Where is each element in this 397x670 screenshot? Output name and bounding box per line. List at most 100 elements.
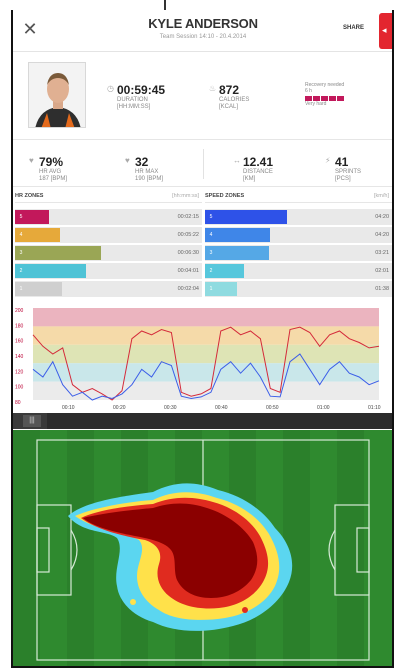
- zone-time: 00:04:01: [177, 268, 199, 274]
- hr-avg-stat: ♥ 79% HR AVG 187 [BPM]: [29, 155, 68, 183]
- duration-stat: ◷ 00:59:45 DURATION [HH:MM:SS]: [107, 83, 166, 111]
- zone-number: 2: [19, 268, 23, 274]
- sprints-value: 41: [335, 155, 349, 169]
- zone-row: 4 00:05:22: [15, 227, 202, 243]
- recovery-level-indicator: [305, 96, 344, 101]
- timeline-menu-button[interactable]: |||: [23, 415, 41, 427]
- sprints-unit: [PCS]: [335, 176, 351, 182]
- profile-section: ◷ 00:59:45 DURATION [HH:MM:SS] ♨ 872 CAL…: [13, 53, 392, 140]
- flame-icon: ♨: [209, 84, 217, 93]
- zones-section: HR ZONES [hh:mm:ss] SPEED ZONES [km/h] 5…: [13, 190, 392, 300]
- recovery-label: Recovery needed: [305, 82, 345, 88]
- recovery-dot: [305, 96, 312, 101]
- player-name: KYLE ANDERSON: [148, 16, 258, 31]
- hr-max-stat: ♥ 32 HR MAX 190 [BPM]: [125, 155, 164, 183]
- top-connector-line: [164, 0, 166, 12]
- zone-row: 1 00:02:04: [15, 281, 202, 297]
- zone-number: 5: [209, 214, 213, 220]
- hr-max-unit: 190 [BPM]: [135, 176, 164, 182]
- x-tick-label: 00:10: [62, 405, 75, 411]
- divider: [203, 149, 204, 179]
- zone-number: 3: [209, 250, 213, 256]
- zone-bar: [205, 282, 237, 296]
- zone-time: 01:38: [375, 286, 389, 292]
- hr-avg-label: HR AVG: [39, 169, 62, 175]
- hr-zone-band: [33, 308, 379, 327]
- zone-number: 4: [209, 232, 213, 238]
- heart-rate-chart: 200 180 160 140 120 100 80 00:10 00:20 00:30 00:40…: [13, 302, 392, 414]
- player-photo: [29, 63, 85, 127]
- stats-row: ♥ 79% HR AVG 187 [BPM] ♥ 32 HR MAX 190 […: [13, 141, 392, 187]
- distance-label: DISTANCE: [243, 169, 273, 175]
- zone-time: 04:20: [375, 232, 389, 238]
- zone-time: 00:02:15: [177, 214, 199, 220]
- recovery-stat: Recovery needed 6 h Very hard: [305, 82, 344, 107]
- sprints-label: SPRINTS: [335, 169, 362, 175]
- zone-time: 04:20: [375, 214, 389, 220]
- zone-row: 4 04:20: [205, 227, 392, 243]
- recovery-dot: [329, 96, 336, 101]
- zone-row: 3 00:06:30: [15, 245, 202, 261]
- y-tick-label: 100: [15, 385, 24, 391]
- x-tick-label: 00:30: [164, 405, 177, 411]
- x-tick-label: 01:10: [368, 405, 381, 411]
- recovery-level-text: Very hard: [305, 101, 327, 107]
- speed-zones-title: SPEED ZONES: [205, 193, 245, 199]
- hr-avg-unit: 187 [BPM]: [39, 176, 68, 182]
- hr-zone-band: [33, 344, 379, 364]
- hr-avg-value: 79%: [39, 155, 64, 169]
- speed-zones-header: SPEED ZONES [km/h]: [205, 190, 392, 203]
- y-tick-label: 140: [15, 354, 24, 360]
- y-tick-label: 80: [15, 400, 21, 406]
- recovery-dot: [337, 96, 344, 101]
- hr-zone-band: [33, 326, 379, 345]
- y-tick-label: 200: [15, 308, 24, 314]
- zone-bar: [205, 228, 271, 242]
- distance-stat: ↔ 12.41 DISTANCE [KM]: [233, 155, 274, 183]
- timeline-scrubber[interactable]: [47, 413, 392, 429]
- calories-stat: ♨ 872 CALORIES [KCAL]: [209, 83, 250, 111]
- duration-label: DURATION: [117, 97, 148, 103]
- zone-bar: [15, 210, 49, 224]
- series-line: [32, 353, 380, 401]
- hr-zones-header: HR ZONES [hh:mm:ss]: [15, 190, 202, 203]
- calories-unit: [KCAL]: [219, 104, 239, 110]
- y-tick-label: 160: [15, 339, 24, 345]
- hr-speed-line-chart: 200 180 160 140 120 100 80 00:10 00:20 00:30 00:40…: [15, 308, 381, 411]
- header: ✕ KYLE ANDERSON Team Session 14:10 - 20.…: [13, 10, 392, 52]
- zone-time: 00:06:30: [177, 250, 199, 256]
- duration-unit: [HH:MM:SS]: [117, 104, 151, 110]
- zone-bar: [15, 246, 102, 260]
- zone-time: 00:05:22: [177, 232, 199, 238]
- zone-bar: [205, 210, 288, 224]
- recovery-dot: [321, 96, 328, 101]
- zone-number: 4: [19, 232, 23, 238]
- calories-value: 872: [219, 83, 240, 97]
- player-session-panel: ✕ KYLE ANDERSON Team Session 14:10 - 20.…: [11, 10, 394, 668]
- clock-icon: ◷: [107, 84, 114, 93]
- tab-icon: ◂: [382, 25, 387, 35]
- zone-bar: [15, 228, 60, 242]
- zone-bar: [15, 264, 87, 278]
- duration-value: 00:59:45: [117, 83, 166, 97]
- timeline-controls: |||: [13, 413, 392, 429]
- heart-icon: ♥: [29, 156, 34, 165]
- heatmap-blob: [68, 483, 293, 631]
- heart-icon: ♥: [125, 156, 130, 165]
- avatar: [28, 62, 86, 128]
- calories-label: CALORIES: [219, 97, 250, 103]
- distance-icon: ↔: [233, 156, 241, 165]
- close-icon[interactable]: ✕: [22, 19, 38, 39]
- zone-bar: [205, 246, 269, 260]
- distance-value: 12.41: [243, 155, 274, 169]
- recovery-hours: 6 h: [305, 88, 312, 94]
- y-tick-label: 120: [15, 369, 24, 375]
- pitch-heatmap: [13, 430, 392, 666]
- zone-row: 2 00:04:01: [15, 263, 202, 279]
- zone-number: 3: [19, 250, 23, 256]
- hr-zones-unit: [hh:mm:ss]: [172, 193, 199, 199]
- x-tick-label: 00:50: [266, 405, 279, 411]
- share-button[interactable]: SHARE: [343, 25, 365, 31]
- zone-row: 3 03:21: [205, 245, 392, 261]
- side-tab[interactable]: ◂: [379, 13, 392, 49]
